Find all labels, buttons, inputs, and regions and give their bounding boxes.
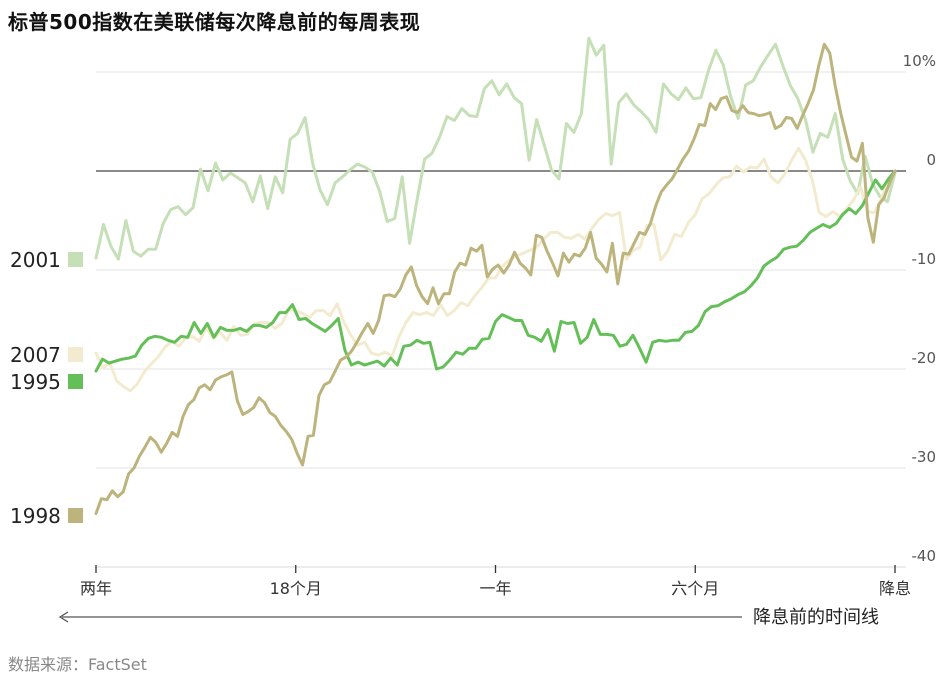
y-tick-label: -40 bbox=[912, 547, 937, 565]
x-tick-label: 六个月 bbox=[671, 579, 719, 598]
legend-swatch-1998 bbox=[68, 508, 83, 523]
chart-title: 标普500指数在美联储每次降息前的每周表现 bbox=[8, 10, 421, 34]
x-tick-label: 18个月 bbox=[270, 579, 322, 598]
gridlines bbox=[96, 71, 906, 568]
legend: 2001 2007 1995 1998 bbox=[10, 248, 83, 528]
legend-swatch-2007 bbox=[68, 347, 83, 362]
y-tick-label: 10% bbox=[903, 52, 936, 70]
y-tick-label: 0 bbox=[926, 151, 936, 169]
y-tick-labels: 10% 0 -10 -20 -30 -40 bbox=[903, 52, 936, 565]
x-tick-label: 两年 bbox=[80, 579, 112, 598]
legend-label-1998: 1998 bbox=[10, 504, 61, 528]
legend-label-1995: 1995 bbox=[10, 370, 61, 394]
legend-swatch-1995 bbox=[68, 374, 83, 389]
y-tick-label: -30 bbox=[912, 448, 937, 466]
timeline-arrow bbox=[58, 611, 742, 623]
x-tick-label: 降息 bbox=[879, 579, 911, 598]
legend-swatch-2001 bbox=[68, 252, 83, 267]
series-lines bbox=[94, 36, 897, 515]
timeline-label: 降息前的时间线 bbox=[753, 607, 879, 628]
x-tick-label: 一年 bbox=[479, 579, 511, 598]
y-tick-label: -20 bbox=[912, 349, 937, 367]
y-tick-label: -10 bbox=[912, 250, 937, 268]
legend-label-2007: 2007 bbox=[10, 343, 61, 367]
x-axis: 两年 18个月 一年 六个月 降息 bbox=[80, 565, 911, 598]
series-line-2001 bbox=[94, 36, 897, 261]
legend-label-2001: 2001 bbox=[10, 248, 61, 272]
source-note: 数据来源：FactSet bbox=[8, 655, 147, 674]
series-line-1998 bbox=[94, 42, 897, 515]
series-line-2007 bbox=[94, 146, 897, 393]
series-line-1995 bbox=[94, 169, 897, 373]
